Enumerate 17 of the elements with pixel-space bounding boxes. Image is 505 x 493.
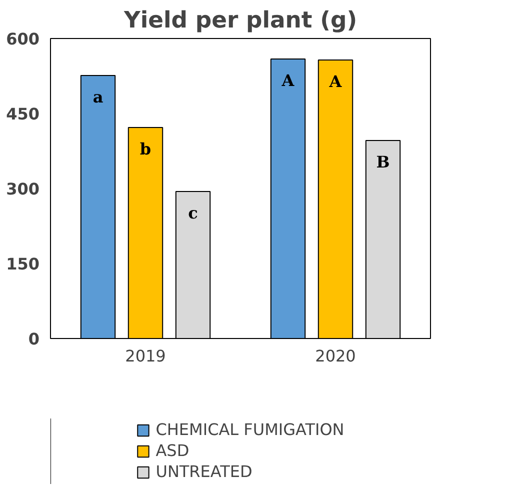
x-tick-label: 2019 [125,346,166,366]
data-label: c [188,204,198,222]
y-tick-label: 150 [6,254,40,274]
data-label: A [328,72,342,91]
data-label: B [376,152,390,172]
legend-label: ASD [156,441,190,460]
legend-label: CHEMICAL FUMIGATION [156,420,344,439]
y-tick-label: 600 [6,30,40,48]
legend-label: UNTREATED [156,462,252,481]
y-tick-label: 300 [6,180,40,198]
y-tick-label: 0 [28,330,40,348]
x-tick-label: 2020 [315,346,356,366]
data-label: A [280,71,295,90]
y-tick-label: 450 [6,104,40,124]
data-label: b [140,140,152,158]
chart-title: Yield per plant (g) [122,8,358,34]
data-label: a [92,88,104,106]
